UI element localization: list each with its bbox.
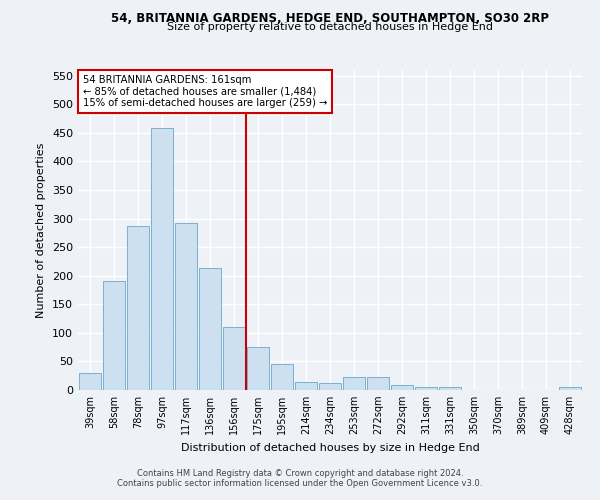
Bar [439, 387, 461, 390]
Text: 54, BRITANNIA GARDENS, HEDGE END, SOUTHAMPTON, SO30 2RP: 54, BRITANNIA GARDENS, HEDGE END, SOUTHA… [111, 12, 549, 26]
X-axis label: Distribution of detached houses by size in Hedge End: Distribution of detached houses by size … [181, 442, 479, 452]
Bar [79, 373, 101, 390]
Y-axis label: Number of detached properties: Number of detached properties [37, 142, 46, 318]
Bar [415, 386, 437, 390]
Bar [103, 281, 125, 390]
Bar [391, 385, 413, 390]
Bar [295, 382, 317, 390]
Bar [559, 387, 581, 390]
Text: 54 BRITANNIA GARDENS: 161sqm
← 85% of detached houses are smaller (1,484)
15% of: 54 BRITANNIA GARDENS: 161sqm ← 85% of de… [83, 75, 328, 108]
Bar [127, 226, 149, 390]
Bar [343, 378, 365, 390]
Bar [223, 327, 245, 390]
Text: Contains HM Land Registry data © Crown copyright and database right 2024.: Contains HM Land Registry data © Crown c… [137, 468, 463, 477]
Bar [151, 128, 173, 390]
Bar [199, 268, 221, 390]
Bar [367, 378, 389, 390]
Bar [271, 364, 293, 390]
Bar [319, 382, 341, 390]
Bar [175, 223, 197, 390]
Text: Contains public sector information licensed under the Open Government Licence v3: Contains public sector information licen… [118, 478, 482, 488]
Text: Size of property relative to detached houses in Hedge End: Size of property relative to detached ho… [167, 22, 493, 32]
Bar [247, 347, 269, 390]
